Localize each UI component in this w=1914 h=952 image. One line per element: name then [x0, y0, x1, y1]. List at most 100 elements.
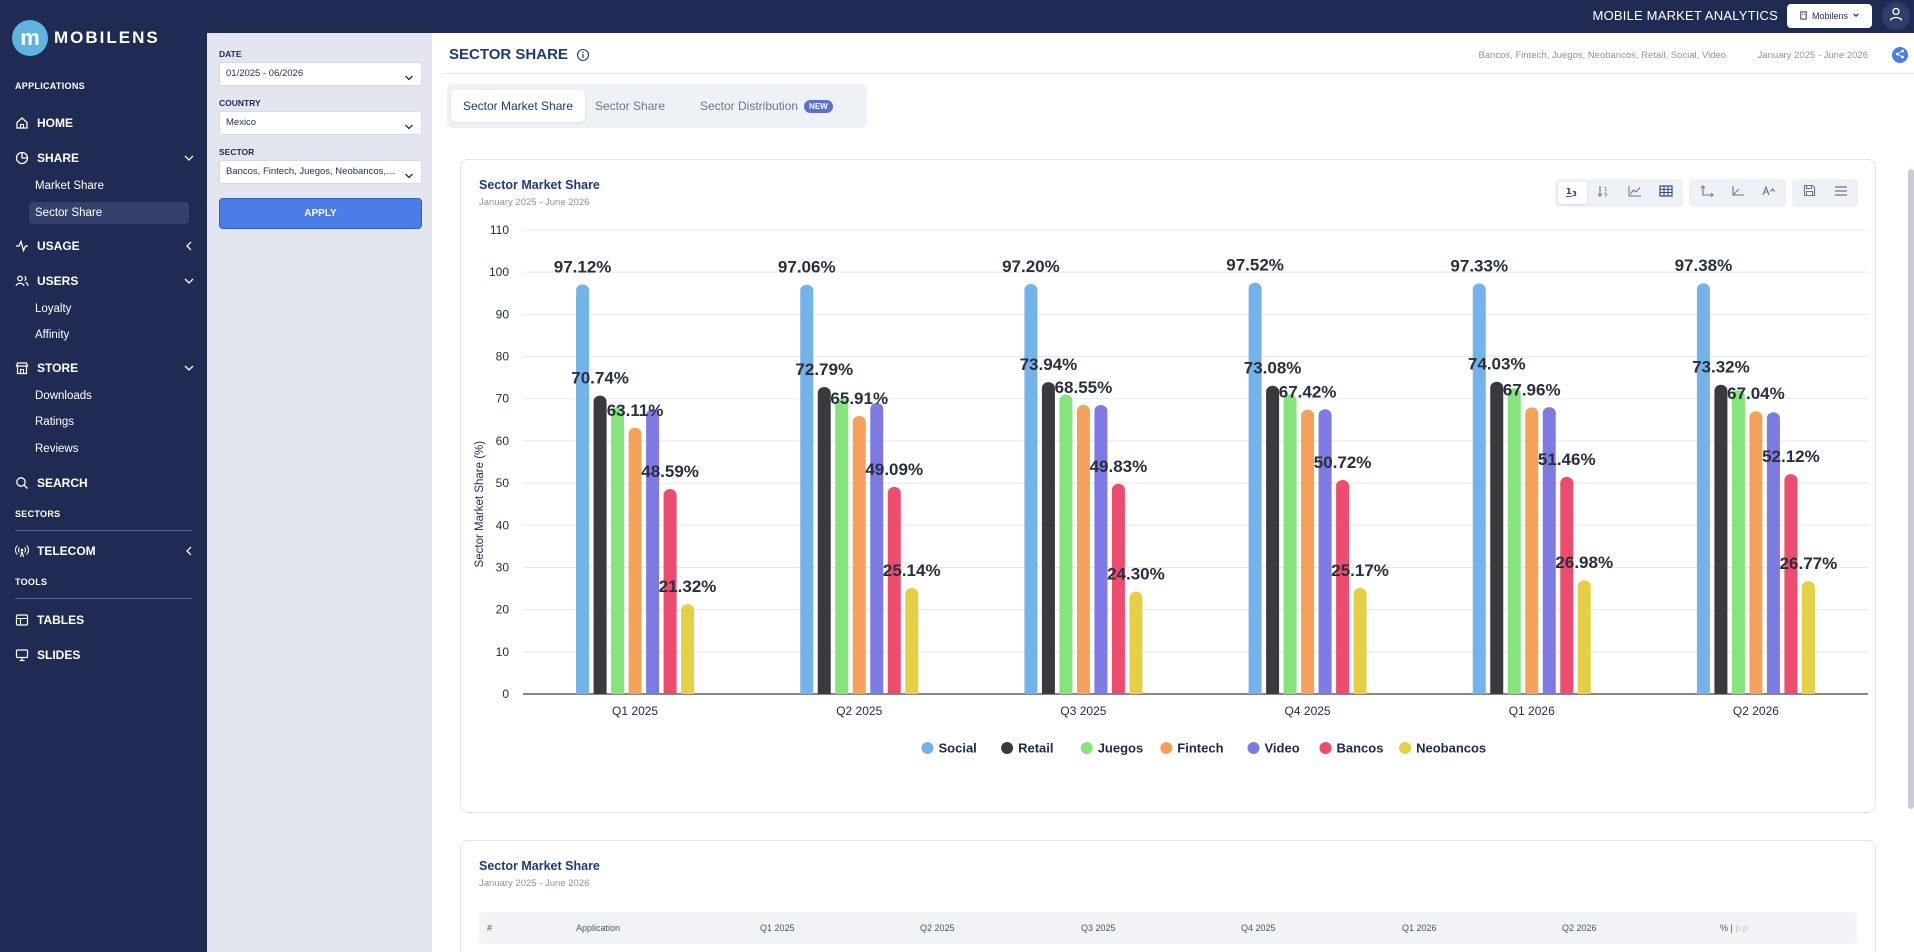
- chart-card-title: Sector Market Share: [479, 178, 600, 192]
- line-chart-button[interactable]: [1620, 182, 1649, 204]
- country-select[interactable]: Mexico: [219, 111, 422, 135]
- data-label: 26.77%: [1780, 554, 1838, 573]
- tab-sector-market-share[interactable]: Sector Market Share: [451, 90, 586, 122]
- account-selector[interactable]: Mobilens: [1787, 4, 1872, 28]
- chevron-down-icon: [404, 119, 414, 130]
- chevron-down-icon: [404, 168, 414, 179]
- bar-video: [870, 402, 884, 694]
- menu-button[interactable]: [1826, 182, 1855, 204]
- data-label: 63.11%: [607, 401, 664, 420]
- legend-item: Fintech: [1177, 741, 1223, 756]
- bar-neobancos: [1577, 580, 1591, 694]
- save-icon: [1803, 184, 1816, 202]
- bar-social: [1472, 283, 1486, 694]
- legend-item: Video: [1265, 741, 1300, 756]
- apply-button[interactable]: APPLY: [219, 198, 422, 229]
- column-header-index[interactable]: #: [487, 923, 493, 933]
- search-icon: [15, 476, 29, 490]
- font-size-button[interactable]: [1754, 182, 1783, 204]
- column-header-q3-2025[interactable]: Q3 2025: [1081, 923, 1116, 933]
- data-label: 67.96%: [1503, 380, 1561, 399]
- data-label: 24.30%: [1107, 564, 1165, 583]
- tab-sector-distribution[interactable]: Sector Distribution NEW: [688, 90, 845, 122]
- sidebar-item-market-share[interactable]: Market Share: [35, 180, 105, 192]
- line-chart-icon: [1628, 184, 1642, 202]
- nav-telecom[interactable]: TELECOM: [15, 540, 195, 562]
- nav-search[interactable]: SEARCH: [15, 472, 195, 494]
- nav-users[interactable]: USERS: [15, 270, 195, 292]
- sidebar-item-reviews[interactable]: Reviews: [35, 443, 79, 455]
- tab-sector-share[interactable]: Sector Share: [583, 90, 677, 122]
- sidebar-item-affinity[interactable]: Affinity: [35, 329, 70, 341]
- y-tick-label: 10: [496, 645, 510, 659]
- tab-label: Sector Share: [595, 99, 666, 113]
- bar-juegos: [835, 398, 849, 694]
- sidebar-item-ratings[interactable]: Ratings: [35, 416, 74, 428]
- nav-share[interactable]: SHARE: [15, 147, 195, 169]
- sidebar-item-loyalty[interactable]: Loyalty: [35, 303, 72, 315]
- data-label: 67.04%: [1727, 384, 1785, 403]
- data-label: 74.03%: [1468, 355, 1526, 374]
- swap-axes-button[interactable]: [1692, 182, 1721, 204]
- sidebar-item-sector-share[interactable]: Sector Share: [29, 202, 189, 224]
- data-label: 73.08%: [1244, 359, 1302, 378]
- axes-icon: [1700, 184, 1714, 202]
- info-icon[interactable]: [576, 48, 590, 62]
- legend-swatch: [1319, 742, 1332, 754]
- header-period: January 2025 - June 2026: [1757, 50, 1868, 61]
- bar-fintech: [1525, 407, 1539, 694]
- section-label-sectors: SECTORS: [15, 509, 61, 519]
- column-header-q2-2026[interactable]: Q2 2026: [1562, 923, 1597, 933]
- data-label: 52.12%: [1762, 447, 1820, 466]
- table-card: Sector Market Share January 2025 - June …: [460, 840, 1876, 952]
- nav-store[interactable]: STORE: [15, 357, 195, 379]
- nav-home[interactable]: HOME: [15, 112, 195, 134]
- table-icon: [15, 613, 29, 627]
- axis-icon: [1731, 184, 1745, 202]
- date-select[interactable]: 01/2025 - 06/2026: [219, 62, 422, 86]
- table-view-button[interactable]: [1651, 182, 1680, 204]
- column-header-application[interactable]: Application: [576, 923, 621, 933]
- column-header-q4-2025[interactable]: Q4 2025: [1241, 923, 1276, 933]
- chart-card: Sector Market Share January 2025 - June …: [460, 159, 1876, 813]
- tab-bar: Sector Market Share Sector Share Sector …: [447, 84, 867, 128]
- data-label: 50.72%: [1314, 453, 1372, 472]
- brand-logo[interactable]: m MOBILENS: [12, 20, 160, 56]
- bar-fintech: [852, 415, 866, 694]
- y-tick-label: 70: [496, 392, 510, 406]
- nav-slides[interactable]: SLIDES: [15, 644, 195, 666]
- logo-mark: m: [12, 20, 48, 56]
- column-header-q1-2026[interactable]: Q1 2026: [1402, 923, 1437, 933]
- legend-swatch: [1001, 742, 1014, 754]
- page-title: SECTOR SHARE: [449, 46, 590, 63]
- save-button[interactable]: [1795, 182, 1824, 204]
- bar-juegos: [1059, 394, 1073, 694]
- bar-video: [1766, 412, 1780, 694]
- sidebar-item-downloads[interactable]: Downloads: [35, 390, 92, 402]
- section-label-tools: TOOLS: [15, 577, 48, 587]
- page-title-text: SECTOR SHARE: [449, 46, 568, 63]
- column-header-q2-2025[interactable]: Q2 2025: [920, 923, 955, 933]
- bar-bancos: [1560, 476, 1574, 694]
- vertical-scrollbar[interactable]: [1908, 169, 1914, 809]
- svg-text:1: 1: [1566, 187, 1572, 196]
- axis-button[interactable]: [1723, 182, 1752, 204]
- bar-retail: [593, 395, 607, 694]
- sector-select[interactable]: Bancos, Fintech, Juegos, Neobancos, Reta…: [219, 160, 422, 184]
- nav-usage[interactable]: USAGE: [15, 235, 195, 257]
- legend-item: Neobancos: [1416, 741, 1486, 756]
- data-label: 25.14%: [883, 561, 941, 580]
- column-header-q1-2025[interactable]: Q1 2025: [760, 923, 795, 933]
- table-header: # Application Q1 2025 Q2 2025 Q3 2025 Q4…: [479, 912, 1857, 944]
- user-avatar-button[interactable]: [1882, 2, 1910, 30]
- top-bar: MOBILE MARKET ANALYTICS Mobilens: [0, 0, 1914, 33]
- x-tick-label: Q1 2025: [612, 704, 658, 718]
- main-content: SECTOR SHARE Bancos, Fintech, Juegos, Ne…: [432, 33, 1914, 952]
- share-button[interactable]: [1892, 47, 1908, 63]
- pie-chart-icon: [15, 151, 29, 165]
- column-header-change[interactable]: % | p.p: [1720, 923, 1748, 933]
- nav-tables[interactable]: TABLES: [15, 609, 195, 631]
